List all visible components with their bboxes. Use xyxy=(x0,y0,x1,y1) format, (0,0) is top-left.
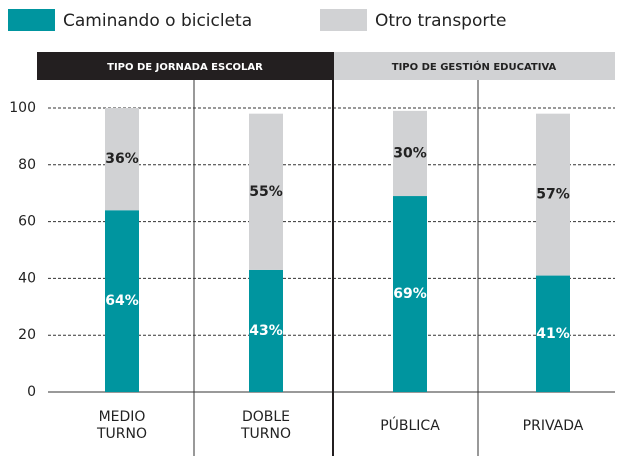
group-label: TIPO DE GESTIÓN EDUCATIVA xyxy=(392,60,557,73)
group-header xyxy=(37,52,333,80)
value-label: 57% xyxy=(536,187,570,203)
group-header xyxy=(333,52,615,80)
bar-segment xyxy=(105,108,139,211)
value-label: 69% xyxy=(393,286,427,302)
y-tick-label: 60 xyxy=(18,214,36,230)
x-tick-label: PRIVADA xyxy=(523,418,584,434)
value-label: 64% xyxy=(105,293,139,309)
group-label: TIPO DE JORNADA ESCOLAR xyxy=(107,62,263,73)
legend-swatch xyxy=(8,9,55,31)
legend-label: Otro transporte xyxy=(375,11,506,31)
x-tick-label: TURNO xyxy=(240,426,291,442)
y-tick-label: 0 xyxy=(27,384,36,400)
y-tick-label: 80 xyxy=(18,157,36,173)
x-tick-label: PÚBLICA xyxy=(380,416,440,434)
bar-segment xyxy=(249,269,283,392)
bar-segment xyxy=(393,110,427,197)
bar-segment xyxy=(105,210,139,392)
x-tick-label: MEDIO xyxy=(99,409,146,425)
x-tick-label: TURNO xyxy=(96,426,147,442)
y-tick-label: 20 xyxy=(18,327,36,343)
value-label: 43% xyxy=(249,323,283,339)
value-label: 36% xyxy=(105,151,139,167)
legend-swatch xyxy=(320,9,367,31)
bar-segment xyxy=(393,196,427,392)
bar-segment xyxy=(536,113,570,276)
bar-segment xyxy=(536,275,570,392)
value-label: 41% xyxy=(536,326,570,342)
legend-label: Caminando o bicicleta xyxy=(63,11,252,31)
y-tick-label: 100 xyxy=(9,100,36,116)
value-label: 55% xyxy=(249,184,283,200)
x-tick-label: DOBLE xyxy=(242,409,290,425)
y-tick-label: 40 xyxy=(18,270,36,286)
bar-segment xyxy=(249,113,283,270)
value-label: 30% xyxy=(393,145,427,161)
